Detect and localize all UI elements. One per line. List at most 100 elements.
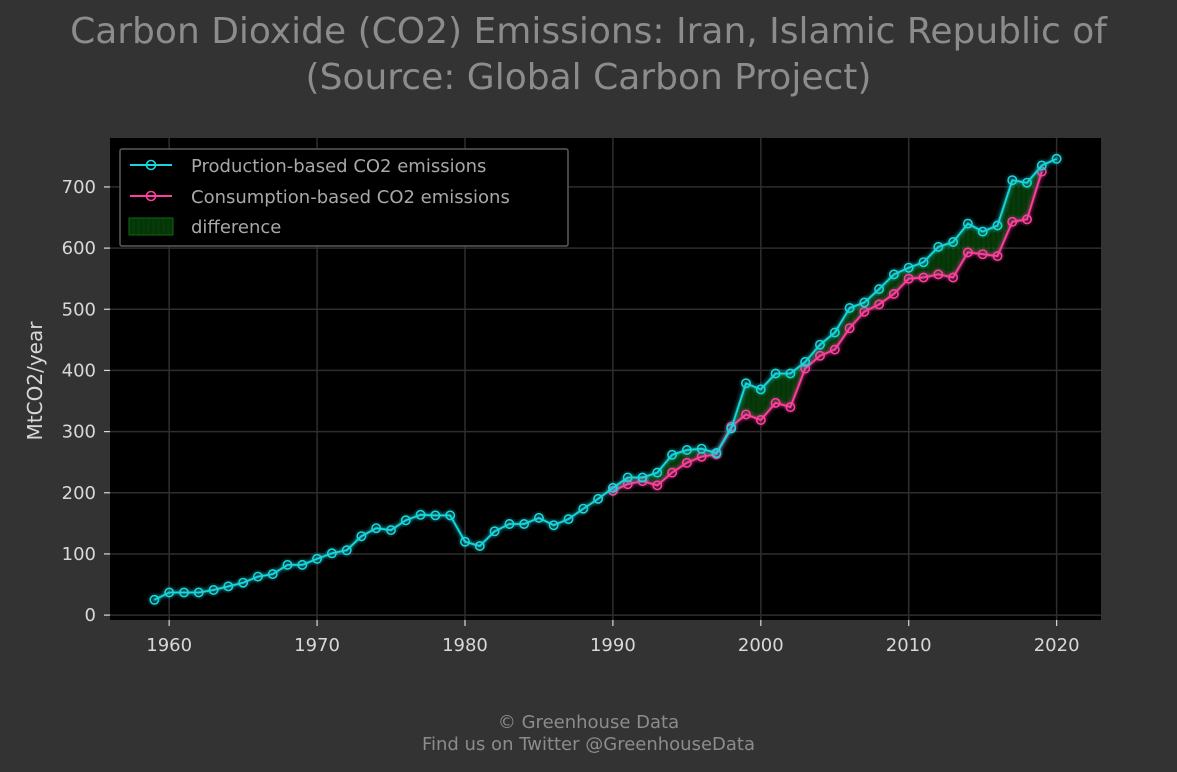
legend-production-marker (145, 159, 157, 171)
production-point (1021, 177, 1032, 188)
production-point (489, 526, 500, 537)
production-point (297, 559, 308, 570)
legend-difference-swatch (128, 217, 174, 236)
production-point (814, 339, 825, 350)
production-point (785, 368, 796, 379)
series-lines (147, 151, 1064, 607)
consumption-point (918, 272, 929, 283)
production-point (504, 518, 515, 529)
consumption-point (740, 409, 751, 420)
production-point (726, 423, 737, 434)
production-point (385, 525, 396, 536)
consumption-point (888, 288, 899, 299)
consumption-point (622, 479, 633, 490)
production-point (1007, 175, 1018, 186)
x-tick-label: 1960 (146, 635, 192, 656)
production-point (800, 356, 811, 367)
x-tick-label: 2000 (738, 635, 784, 656)
production-point (223, 581, 234, 592)
y-tick-label: 700 (62, 177, 96, 198)
production-point (903, 262, 914, 273)
production-point (149, 594, 160, 605)
production-point (474, 540, 485, 551)
production-point (179, 587, 190, 598)
production-point (977, 226, 988, 237)
consumption-point (667, 467, 678, 478)
production-point (652, 467, 663, 478)
production-point (1051, 153, 1062, 164)
consumption-point (814, 350, 825, 361)
consumption-point (903, 273, 914, 284)
production-point (593, 493, 604, 504)
legend: Production-based CO2 emissions Consumpti… (119, 148, 569, 247)
y-tick-label: 0 (85, 605, 96, 626)
consumption-point (829, 344, 840, 355)
production-point (637, 472, 648, 483)
production-point (445, 510, 456, 521)
x-tick-label: 2020 (1034, 635, 1080, 656)
production-point (874, 284, 885, 295)
production-point (755, 384, 766, 395)
consumption-point (933, 269, 944, 280)
production-point (312, 553, 323, 564)
production-line (154, 157, 1057, 601)
chart-title-line-1: Carbon Dioxide (CO2) Emissions: Iran, Is… (70, 11, 1107, 52)
production-point (252, 571, 263, 582)
consumption-point (755, 414, 766, 425)
production-point (548, 520, 559, 531)
axes: 1960 1970 1980 1990 2000 2010 2020 0 100 200 300 40… (62, 177, 1080, 656)
consumption-point (948, 272, 959, 283)
consumption-point (977, 249, 988, 260)
consumption-point (785, 402, 796, 413)
production-point (267, 569, 278, 580)
consumption-point (962, 247, 973, 258)
production-point (459, 536, 470, 547)
production-point (326, 548, 337, 559)
chart-title-line-2: (Source: Global Carbon Project) (305, 57, 872, 98)
production-point (430, 510, 441, 521)
legend-difference-label: difference (191, 217, 281, 238)
y-tick-label: 300 (62, 422, 96, 443)
production-point (607, 482, 618, 493)
legend-consumption-marker (145, 190, 157, 202)
production-point (992, 220, 1003, 231)
consumption-point (800, 363, 811, 374)
production-point (282, 559, 293, 570)
y-tick-label: 400 (62, 360, 96, 381)
consumption-point (992, 251, 1003, 262)
production-point (711, 447, 722, 458)
production-point (622, 472, 633, 483)
x-tick-label: 1980 (442, 635, 488, 656)
x-tick-label: 1970 (294, 635, 340, 656)
production-point (962, 218, 973, 229)
consumption-point (652, 480, 663, 491)
production-point (341, 545, 352, 556)
production-point (933, 241, 944, 252)
production-point (948, 237, 959, 248)
production-point (667, 449, 678, 460)
production-point (356, 531, 367, 542)
production-point (740, 378, 751, 389)
consumption-line (612, 171, 1043, 492)
y-tick-label: 100 (62, 544, 96, 565)
consumption-point (770, 397, 781, 408)
consumption-point (1007, 216, 1018, 227)
consumption-point (1021, 214, 1032, 225)
production-point (770, 368, 781, 379)
y-tick-label: 500 (62, 299, 96, 320)
consumption-point (859, 306, 870, 317)
production-point (533, 512, 544, 523)
production-point (696, 443, 707, 454)
production-point (681, 444, 692, 455)
y-tick-label: 600 (62, 238, 96, 259)
production-point (578, 503, 589, 514)
production-point (563, 514, 574, 525)
production-point (888, 269, 899, 280)
footer-twitter: Find us on Twitter @GreenhouseData (421, 734, 756, 755)
production-point (1036, 160, 1047, 171)
consumption-point (874, 299, 885, 310)
consumption-point (844, 323, 855, 334)
production-point (400, 515, 411, 526)
x-tick-label: 1990 (590, 635, 636, 656)
